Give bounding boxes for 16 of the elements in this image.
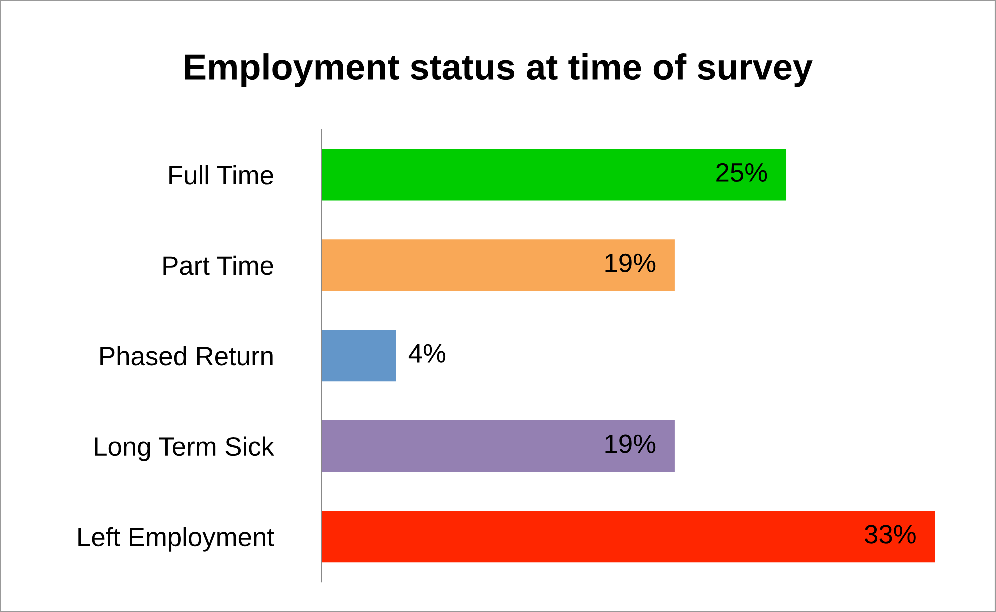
y-tick-label: Long Term Sick [95, 436, 275, 462]
y-tick-label: Full Time [170, 165, 274, 185]
y-tick-label: Part Time [164, 256, 274, 276]
data-label: 19% [606, 254, 656, 273]
data-label: 4% [408, 344, 446, 363]
bar [322, 330, 396, 382]
data-label: 19% [606, 434, 656, 454]
data-label: 33% [865, 525, 916, 544]
bar [322, 240, 675, 292]
bar [322, 511, 936, 563]
chart-title: Employment status at time of survey [185, 54, 813, 88]
y-tick-label: Phased Return [100, 346, 273, 366]
bar [322, 420, 675, 472]
y-tick-label: Left Employment [78, 527, 274, 552]
data-label: 25% [716, 163, 768, 182]
bar [322, 149, 787, 201]
